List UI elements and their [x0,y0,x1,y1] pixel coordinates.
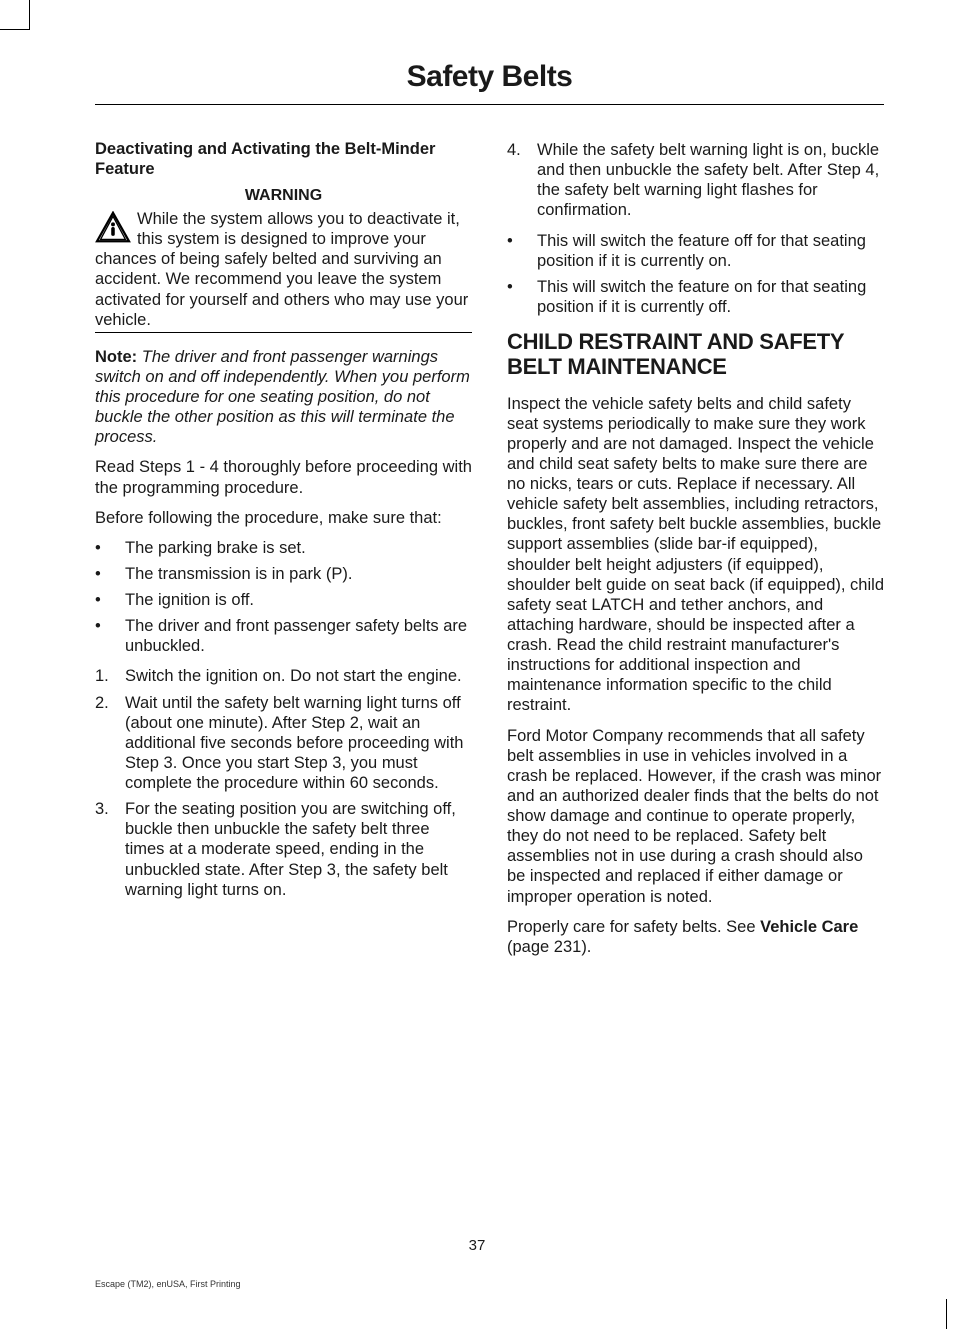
warning-label: WARNING [95,186,472,206]
bullet-marker: • [95,564,125,584]
page-number: 37 [0,1237,954,1254]
text-prefix: Properly care for safety belts. See [507,918,760,936]
step-number: 2. [95,693,125,794]
list-item: •This will switch the feature off for th… [507,231,884,271]
bullet-marker: • [507,231,537,271]
left-column: Deactivating and Activating the Belt-Min… [95,140,472,967]
result-bullets: •This will switch the feature off for th… [507,231,884,318]
list-item: •The transmission is in park (P). [95,564,472,584]
bullet-marker: • [507,277,537,317]
bullet-marker: • [95,616,125,656]
warning-block: While the system allows you to deactivat… [95,209,472,333]
step-text: For the seating position you are switchi… [125,799,472,900]
bullet-marker: • [95,538,125,558]
right-column: 4.While the safety belt warning light is… [507,140,884,967]
paragraph-read-steps: Read Steps 1 - 4 thoroughly before proce… [95,457,472,497]
two-column-layout: Deactivating and Activating the Belt-Min… [95,140,884,967]
list-text: This will switch the feature off for tha… [537,231,884,271]
list-text: The driver and front passenger safety be… [125,616,472,656]
prerequisites-list: •The parking brake is set. •The transmis… [95,538,472,657]
paragraph-ford-recommends: Ford Motor Company recommends that all s… [507,726,884,907]
warning-text: While the system allows you to deactivat… [95,210,468,329]
note-block: Note: The driver and front passenger war… [95,347,472,448]
list-text: This will switch the feature on for that… [537,277,884,317]
crop-mark-top-left [0,0,30,30]
step-item: 4.While the safety belt warning light is… [507,140,884,221]
list-text: The ignition is off. [125,590,472,610]
list-item: •This will switch the feature on for tha… [507,277,884,317]
subheading-belt-minder: Deactivating and Activating the Belt-Min… [95,140,472,180]
crop-mark-bottom-right [946,1299,954,1329]
paragraph-vehicle-care: Properly care for safety belts. See Vehi… [507,917,884,957]
step-text: Wait until the safety belt warning light… [125,693,472,794]
list-text: The parking brake is set. [125,538,472,558]
step-text: While the safety belt warning light is o… [537,140,884,221]
text-suffix: (page 231). [507,938,591,956]
procedure-steps-left: 1.Switch the ignition on. Do not start t… [95,666,472,899]
step-number: 3. [95,799,125,900]
note-label: Note: [95,348,137,366]
step-item: 2.Wait until the safety belt warning lig… [95,693,472,794]
paragraph-before-procedure: Before following the procedure, make sur… [95,508,472,528]
list-item: •The driver and front passenger safety b… [95,616,472,656]
chapter-title: Safety Belts [95,60,884,105]
link-vehicle-care: Vehicle Care [760,918,858,936]
note-text: The driver and front passenger warnings … [95,348,470,447]
procedure-steps-right: 4.While the safety belt warning light is… [507,140,884,221]
footer-meta: Escape (TM2), enUSA, First Printing [95,1279,241,1289]
warning-triangle-icon [95,211,131,243]
list-item: •The parking brake is set. [95,538,472,558]
section-title-maintenance: CHILD RESTRAINT AND SAFETY BELT MAINTENA… [507,329,884,380]
step-number: 4. [507,140,537,221]
step-text: Switch the ignition on. Do not start the… [125,666,472,686]
step-item: 1.Switch the ignition on. Do not start t… [95,666,472,686]
step-item: 3.For the seating position you are switc… [95,799,472,900]
list-item: •The ignition is off. [95,590,472,610]
paragraph-inspect: Inspect the vehicle safety belts and chi… [507,394,884,716]
bullet-marker: • [95,590,125,610]
list-text: The transmission is in park (P). [125,564,472,584]
step-number: 1. [95,666,125,686]
